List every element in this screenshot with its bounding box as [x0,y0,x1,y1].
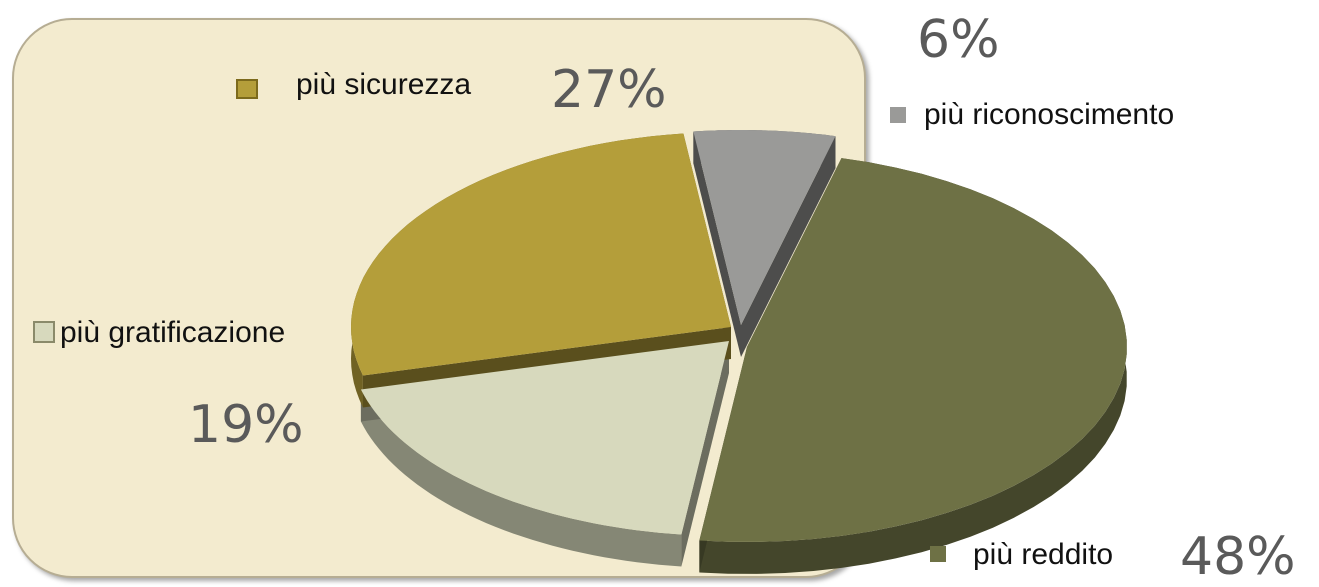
legend-label-reddito: più reddito [973,538,1114,571]
pct-label-gratificazione: 19% [188,395,304,455]
pie-slice-gratificazione [360,341,729,535]
legend-label-sicurezza: più sicurezza [296,68,472,101]
legend-label-gratificazione: più gratificazione [60,316,286,349]
pie-slice-reddito [699,158,1127,542]
pct-label-riconoscimento: 6% [917,10,1000,70]
pie-slice-side-gratificazione [360,389,682,567]
legend-swatch-gratificazione [33,321,55,343]
pie-slice-wall-riconoscimento-1 [741,136,836,357]
legend-swatch-riconoscimento [890,107,906,123]
pct-label-sicurezza: 27% [551,60,667,120]
pie-slice-riconoscimento [693,130,836,325]
pie-slice-wall-gratificazione-0 [681,341,729,567]
legend-label-riconoscimento: più riconoscimento [924,98,1175,131]
legend-swatch-sicurezza [236,79,258,99]
pie-tops [351,130,1127,542]
pie-slice-wall-riconoscimento-0 [693,131,741,357]
legend-swatch-reddito [930,546,946,562]
pct-label-reddito: 48% [1180,527,1296,587]
pie-slice-sicurezza [351,133,731,376]
